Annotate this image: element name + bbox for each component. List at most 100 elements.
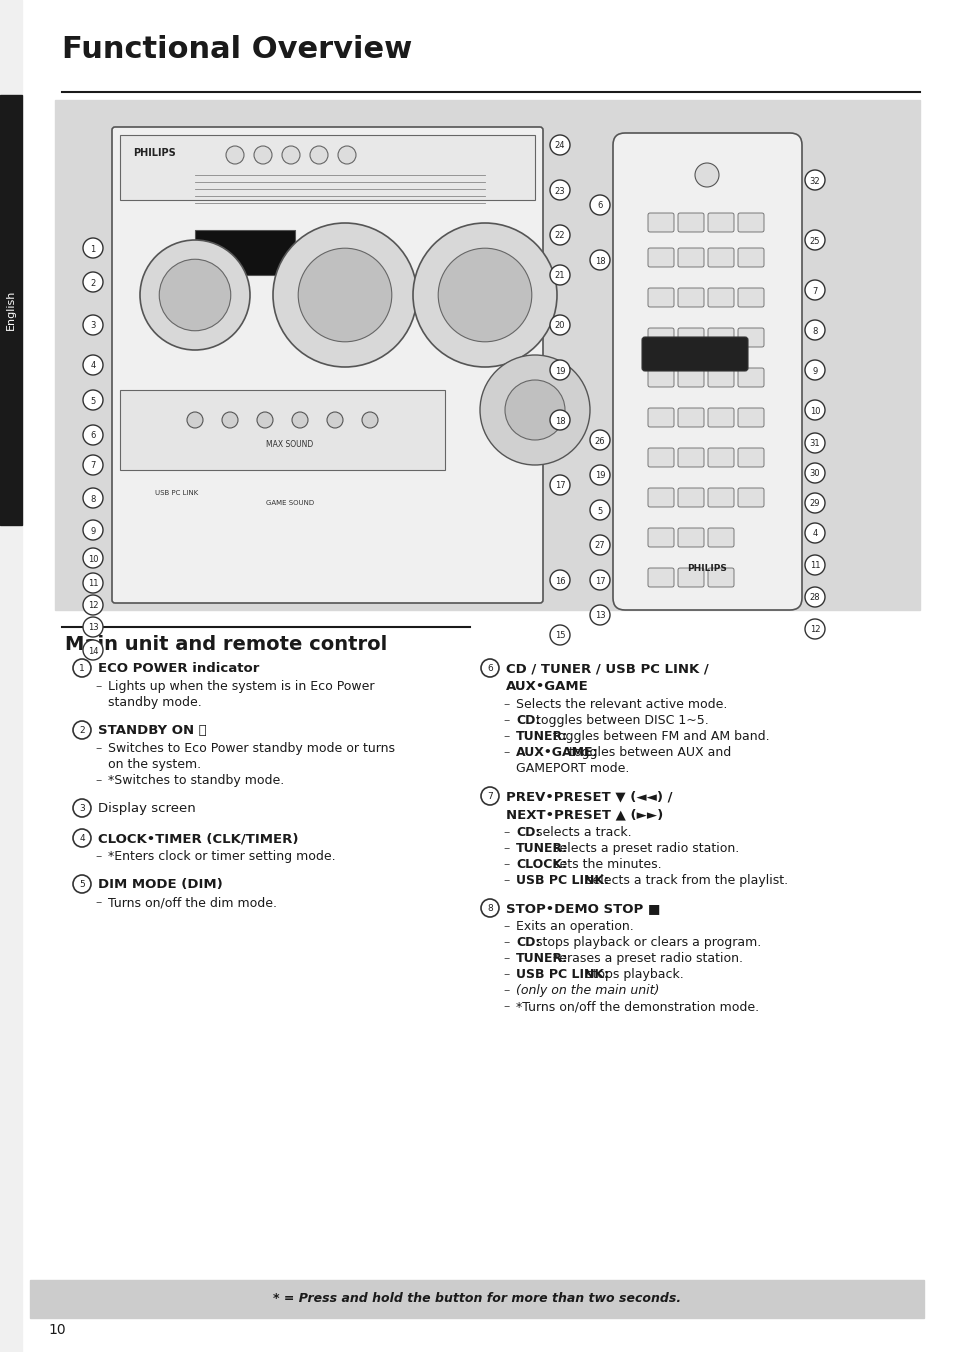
Text: CLOCK•TIMER (CLK/TIMER): CLOCK•TIMER (CLK/TIMER) [98,831,298,845]
Circle shape [83,573,103,594]
Text: –: – [502,968,509,982]
Circle shape [337,146,355,164]
Circle shape [804,280,824,300]
FancyBboxPatch shape [738,288,763,307]
Text: PHILIPS: PHILIPS [132,147,175,158]
FancyBboxPatch shape [647,529,673,548]
Text: –: – [502,1000,509,1013]
Text: 19: 19 [594,472,604,480]
Circle shape [550,315,569,335]
FancyBboxPatch shape [678,448,703,466]
Circle shape [187,412,203,429]
Text: selects a track.: selects a track. [532,826,632,840]
Text: standby mode.: standby mode. [108,696,201,708]
Text: 5: 5 [597,507,602,515]
FancyBboxPatch shape [707,448,733,466]
Circle shape [804,433,824,453]
Text: 6: 6 [487,664,493,673]
FancyBboxPatch shape [678,529,703,548]
Text: 17: 17 [554,481,565,491]
Text: USB PC LINK: USB PC LINK [154,489,198,496]
Circle shape [504,380,564,439]
FancyBboxPatch shape [678,408,703,427]
FancyBboxPatch shape [707,214,733,233]
Circle shape [480,658,498,677]
FancyBboxPatch shape [647,368,673,387]
Text: –: – [502,984,509,996]
Text: 11: 11 [88,580,98,588]
Text: CLOCK:: CLOCK: [516,859,566,871]
Text: on the system.: on the system. [108,758,201,771]
Text: (only on the main unit): (only on the main unit) [516,984,659,996]
FancyBboxPatch shape [738,247,763,266]
Text: 18: 18 [594,257,604,265]
Text: 7: 7 [91,461,95,470]
Text: 1: 1 [79,664,85,673]
Text: 28: 28 [809,594,820,603]
Circle shape [83,456,103,475]
FancyBboxPatch shape [707,408,733,427]
Text: 10: 10 [809,407,820,415]
Circle shape [73,658,91,677]
FancyBboxPatch shape [647,288,673,307]
Text: selects a track from the playlist.: selects a track from the playlist. [581,873,787,887]
Text: 29: 29 [809,499,820,508]
Text: STANDBY ON ⏻: STANDBY ON ⏻ [98,725,207,737]
Circle shape [83,425,103,445]
Text: –: – [502,873,509,887]
Text: STOP•DEMO STOP ■: STOP•DEMO STOP ■ [505,902,659,915]
Text: 18: 18 [554,416,565,426]
Text: 11: 11 [809,561,820,571]
FancyBboxPatch shape [647,329,673,347]
Text: 1: 1 [91,245,95,254]
Circle shape [83,617,103,637]
FancyBboxPatch shape [707,529,733,548]
Text: *Enters clock or timer setting mode.: *Enters clock or timer setting mode. [108,850,335,863]
Circle shape [804,493,824,512]
Circle shape [159,260,231,331]
Text: *Switches to standby mode.: *Switches to standby mode. [108,773,284,787]
Text: toggles between AUX and: toggles between AUX and [565,746,731,758]
Text: 23: 23 [554,187,565,196]
Text: –: – [95,742,101,754]
Text: 31: 31 [809,439,820,449]
Circle shape [253,146,272,164]
Circle shape [226,146,244,164]
Text: ECO POWER indicator: ECO POWER indicator [98,662,259,675]
Circle shape [589,465,609,485]
Text: Selects the relevant active mode.: Selects the relevant active mode. [516,698,726,711]
Circle shape [480,787,498,804]
Text: 6: 6 [597,201,602,211]
FancyBboxPatch shape [738,408,763,427]
Circle shape [550,475,569,495]
Text: 21: 21 [554,272,565,280]
Circle shape [479,356,589,465]
Text: 5: 5 [91,396,95,406]
Circle shape [83,521,103,539]
Text: 27: 27 [594,542,604,550]
Circle shape [310,146,328,164]
FancyBboxPatch shape [707,288,733,307]
Circle shape [256,412,273,429]
Circle shape [83,548,103,568]
Text: –: – [502,919,509,933]
Text: 4: 4 [91,361,95,370]
Text: CD / TUNER / USB PC LINK /: CD / TUNER / USB PC LINK / [505,662,708,675]
FancyBboxPatch shape [707,368,733,387]
Circle shape [804,320,824,339]
Text: –: – [502,936,509,949]
FancyBboxPatch shape [647,214,673,233]
Circle shape [589,430,609,450]
Circle shape [589,571,609,589]
FancyBboxPatch shape [647,247,673,266]
FancyBboxPatch shape [641,337,747,370]
Circle shape [83,595,103,615]
FancyBboxPatch shape [707,568,733,587]
Circle shape [550,135,569,155]
FancyBboxPatch shape [647,488,673,507]
Circle shape [298,249,392,342]
Text: –: – [502,859,509,871]
Circle shape [804,360,824,380]
Circle shape [480,899,498,917]
Text: TUNER:: TUNER: [516,730,568,744]
